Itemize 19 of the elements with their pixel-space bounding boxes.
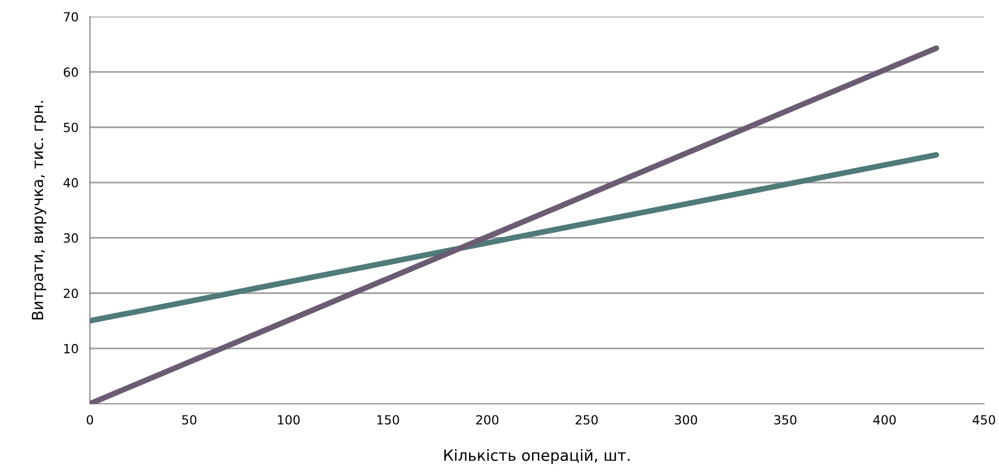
x-tick-label: 250 xyxy=(576,415,598,425)
y-tick-label: 60 xyxy=(64,67,78,77)
y-tick-label: 30 xyxy=(64,233,78,243)
x-tick-label: 450 xyxy=(972,415,996,425)
x-tick-label: 50 xyxy=(182,415,196,425)
x-tick-label: 200 xyxy=(476,415,498,425)
x-axis-title: Кількість операцій, шт. xyxy=(444,449,630,464)
x-tick-label: 300 xyxy=(675,415,698,425)
y-tick-label: 50 xyxy=(64,122,78,132)
x-tick-label: 350 xyxy=(774,415,796,425)
y-tick-label: 20 xyxy=(64,288,78,298)
y-tick-label: 40 xyxy=(64,178,78,188)
y-tick-label: 10 xyxy=(64,344,78,354)
x-tick-label: 100 xyxy=(278,415,300,425)
y-axis-title: Витрати, виручка, тис. грн. xyxy=(32,101,46,320)
x-tick-label: 400 xyxy=(873,415,896,425)
x-tick-label: 150 xyxy=(377,415,400,425)
x-tick-label: 0 xyxy=(86,415,94,425)
y-tick-label: 70 xyxy=(64,12,78,22)
